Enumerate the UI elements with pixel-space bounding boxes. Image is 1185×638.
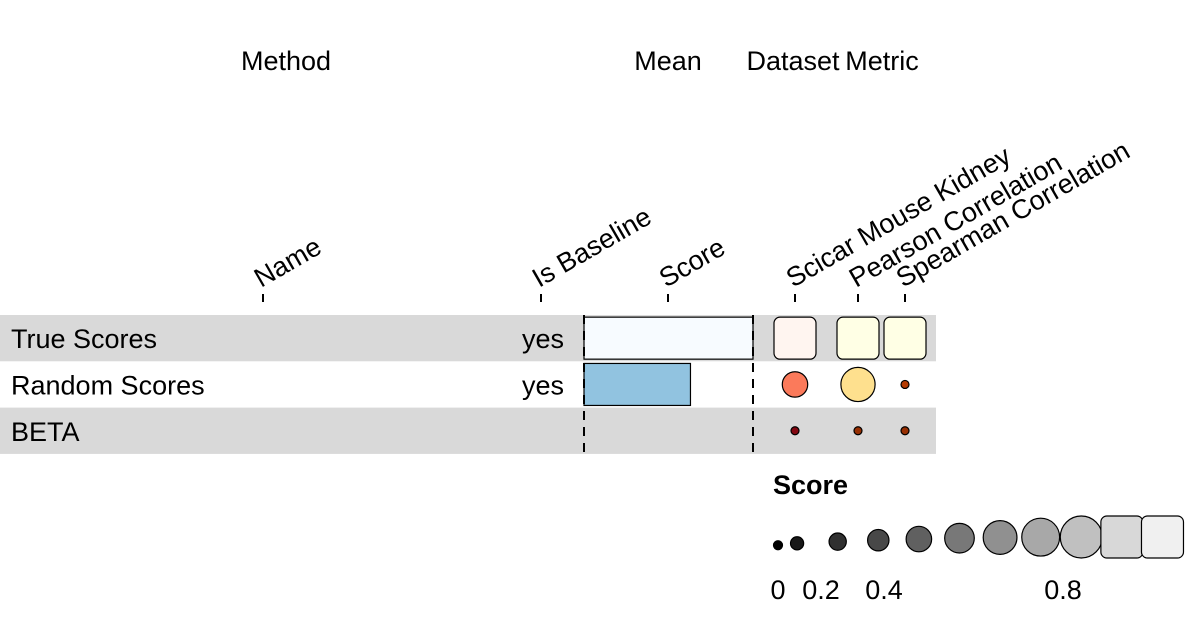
legend-swatch bbox=[866, 528, 890, 552]
score-bar bbox=[583, 316, 754, 360]
legend-swatch bbox=[772, 540, 784, 551]
scicar-mouse-kidney-cell bbox=[773, 316, 817, 360]
group-header: Method bbox=[241, 46, 331, 76]
score-bar bbox=[583, 362, 692, 407]
group-header: Mean bbox=[634, 46, 702, 76]
row-stripe bbox=[0, 407, 936, 454]
legend-tick-label: 0 bbox=[770, 575, 785, 605]
group-headers: Method Mean Dataset Metric bbox=[241, 46, 919, 76]
scicar-mouse-kidney-cell bbox=[781, 371, 809, 398]
is-baseline-value: yes bbox=[522, 324, 564, 354]
legend-swatch bbox=[1140, 515, 1185, 559]
legend-swatch bbox=[905, 525, 933, 553]
legend-swatch bbox=[828, 532, 847, 551]
column-header: Is Baseline bbox=[527, 201, 656, 293]
pearson-correlation-cell bbox=[836, 316, 880, 360]
column-header: Name bbox=[249, 231, 326, 293]
score-legend: Score 0 0.2 0.4 0.8 bbox=[770, 470, 1185, 605]
scicar-mouse-kidney-cell bbox=[790, 426, 800, 436]
legend-swatch bbox=[982, 520, 1018, 555]
spearman-correlation-cell bbox=[900, 379, 910, 390]
row-name: Random Scores bbox=[11, 370, 205, 400]
legend-tick-label: 0.2 bbox=[802, 575, 840, 605]
legend-swatch bbox=[1021, 517, 1061, 557]
group-header: Metric bbox=[845, 46, 919, 76]
legend-swatch bbox=[789, 536, 805, 551]
spearman-correlation-cell bbox=[900, 426, 910, 436]
table-cells: True Scores yes Random Scores yes BETA bbox=[11, 315, 927, 454]
legend-swatch bbox=[944, 522, 975, 554]
group-header: Dataset bbox=[746, 46, 840, 76]
column-header: Score bbox=[654, 232, 730, 293]
row-name: True Scores bbox=[11, 324, 157, 354]
legend-tick-label: 0.8 bbox=[1044, 575, 1082, 605]
pearson-correlation-cell bbox=[840, 366, 876, 403]
is-baseline-value: yes bbox=[522, 370, 564, 400]
row-name: BETA bbox=[11, 417, 80, 447]
legend-swatch bbox=[1059, 515, 1103, 559]
spearman-correlation-cell bbox=[883, 316, 927, 360]
pearson-correlation-cell bbox=[853, 426, 863, 436]
legend-title: Score bbox=[773, 470, 848, 500]
legend-tick-label: 0.4 bbox=[865, 575, 903, 605]
legend-swatch bbox=[1100, 515, 1144, 559]
